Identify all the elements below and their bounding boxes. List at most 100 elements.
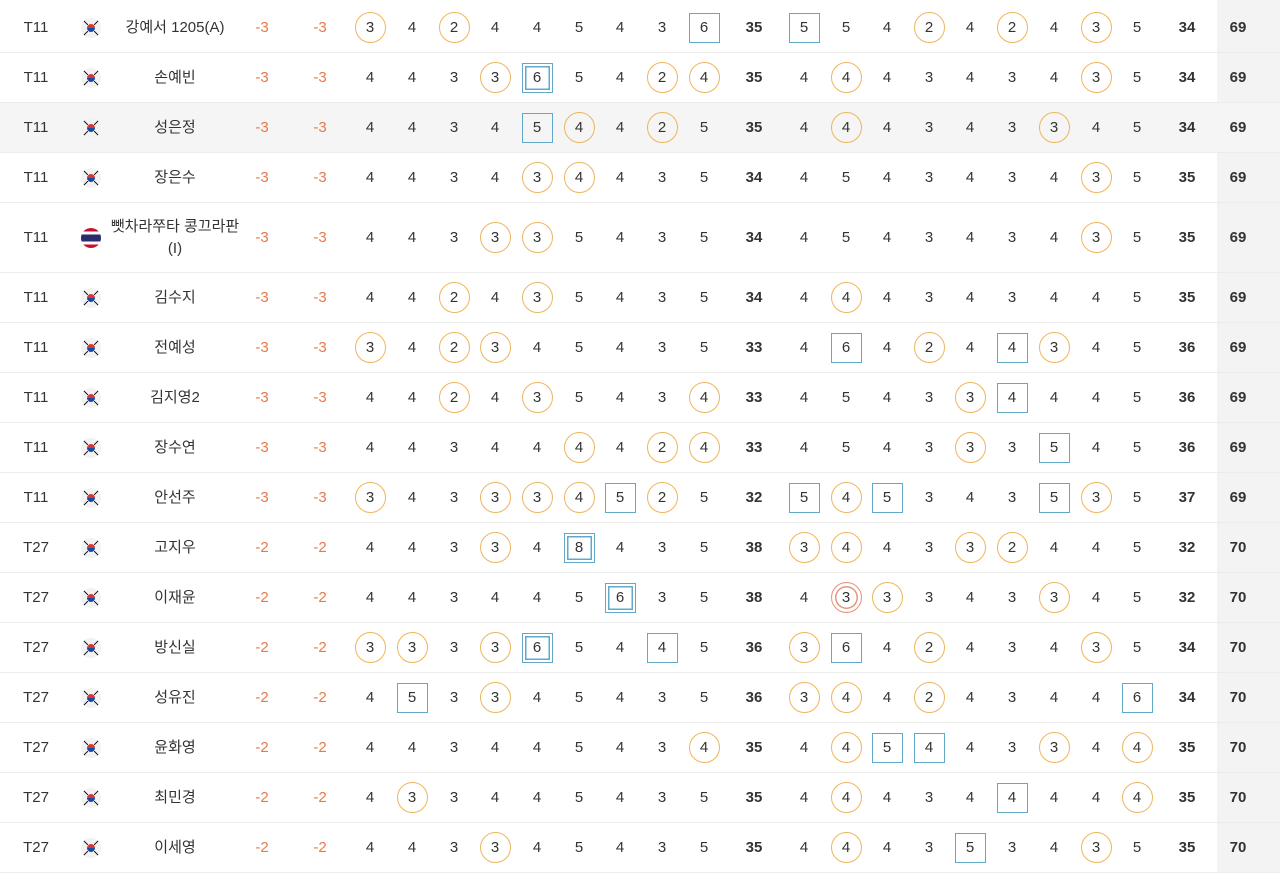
hole-score: 5 [1132, 389, 1142, 406]
player-name[interactable]: 최민경 [154, 788, 196, 806]
player-row[interactable]: T27 방신실 -2 -2 3 3 3 3 6 5 4 4 5 36 3 6 4 2 4 3 4 3 5 34 70 [0, 623, 1280, 673]
player-row[interactable]: T27 이세영 -2 -2 4 4 3 3 4 5 4 3 5 35 4 4 4 3 5 3 4 3 5 35 70 [0, 823, 1280, 873]
hole-6-cell: 5 [558, 773, 600, 822]
hole-score: 3 [1049, 589, 1059, 606]
player-row[interactable]: T11 김지영2 -3 -3 4 4 2 4 3 5 4 3 4 33 4 5 4 3 3 4 4 4 5 36 69 [0, 373, 1280, 423]
hole-score: 5 [574, 789, 584, 806]
player-row[interactable]: T11 김수지 -3 -3 4 4 2 4 3 5 4 3 5 34 4 4 4 3 4 3 4 4 5 35 69 [0, 273, 1280, 323]
bogey-marker: 6 [688, 12, 720, 43]
score-marker: 4 [356, 784, 384, 812]
hole-16-cell: 4 [1033, 623, 1075, 672]
birdie-marker: 3 [1080, 62, 1112, 93]
player-name[interactable]: 이재윤 [154, 588, 196, 606]
player-name[interactable]: 손예빈 [154, 68, 196, 86]
player-name-cell: 김수지 [110, 273, 240, 322]
in-total-cell: 32 [1165, 573, 1209, 622]
hole-2-cell: 4 [391, 3, 433, 52]
score-marker: 5 [690, 784, 718, 812]
birdie-marker: 2 [913, 632, 945, 663]
korea-flag-icon [81, 437, 101, 458]
round-total: 69 [1229, 229, 1247, 246]
player-name[interactable]: 뺏차라쭈타 콩끄라판(I) [110, 217, 240, 257]
total-to-par-cell: -3 [241, 323, 283, 372]
player-name[interactable]: 윤화영 [154, 738, 196, 756]
player-row[interactable]: T11 성은정 -3 -3 4 4 3 4 5 4 4 2 5 35 4 4 4 3 4 3 3 4 5 34 69 [0, 103, 1280, 153]
player-row[interactable]: T11 전예성 -3 -3 3 4 2 3 4 5 4 3 5 33 4 6 4 2 4 4 3 4 5 36 69 [0, 323, 1280, 373]
score-marker: 4 [356, 684, 384, 712]
hole-18-cell: 5 [1116, 103, 1158, 152]
in-total-cell: 32 [1165, 523, 1209, 572]
hole-14-cell: 4 [949, 273, 991, 322]
player-name[interactable]: 이세영 [154, 838, 196, 856]
hole-7-cell: 6 [599, 573, 641, 622]
player-row[interactable]: T11 장은수 -3 -3 4 4 3 4 3 4 4 3 5 34 4 5 4 3 4 3 4 3 5 35 69 [0, 153, 1280, 203]
hole-17-cell: 4 [1075, 573, 1117, 622]
round-total: 69 [1229, 389, 1247, 406]
player-name[interactable]: 전예성 [154, 338, 196, 356]
player-name[interactable]: 고지우 [154, 538, 196, 556]
flag-cell [76, 323, 106, 372]
hole-score: 3 [1007, 289, 1017, 306]
score-marker: 4 [523, 14, 551, 42]
player-name[interactable]: 장수연 [154, 438, 196, 456]
player-row[interactable]: T27 윤화영 -2 -2 4 4 3 4 4 5 4 3 4 35 4 4 5 4 4 3 3 4 4 35 70 [0, 723, 1280, 773]
player-row[interactable]: T11 강예서 1205(A) -3 -3 3 4 2 4 4 5 4 3 6 35 5 5 4 2 4 2 4 3 5 34… [0, 3, 1280, 53]
hole-score: 6 [532, 639, 542, 656]
hole-score: 4 [882, 339, 892, 356]
out-total: 35 [745, 119, 763, 136]
player-row[interactable]: T27 이재윤 -2 -2 4 4 3 4 4 5 6 3 5 38 4 3 3 3 4 3 3 4 5 32 70 [0, 573, 1280, 623]
score-marker: 4 [1082, 384, 1110, 412]
score-marker: 3 [440, 64, 468, 92]
player-name[interactable]: 성유진 [154, 688, 196, 706]
player-name[interactable]: 장은수 [154, 168, 196, 186]
hole-score: 5 [574, 839, 584, 856]
today-to-par: -2 [313, 539, 327, 556]
hole-10-cell: 4 [783, 153, 825, 202]
score-marker: 3 [915, 164, 943, 192]
player-row[interactable]: T11 장수연 -3 -3 4 4 3 4 4 4 4 2 4 33 4 5 4 3 3 3 5 4 5 36 69 [0, 423, 1280, 473]
player-row[interactable]: T27 최민경 -2 -2 4 3 3 4 4 5 4 3 5 35 4 4 4 3 4 4 4 4 4 35 70 [0, 773, 1280, 823]
hole-score: 2 [657, 439, 667, 456]
hole-score: 3 [407, 789, 417, 806]
hole-score: 5 [1132, 839, 1142, 856]
score-marker: 5 [1123, 634, 1151, 662]
hole-score: 3 [965, 539, 975, 556]
birdie-marker: 2 [646, 112, 678, 143]
hole-12-cell: 4 [866, 53, 908, 102]
player-name[interactable]: 김수지 [154, 288, 196, 306]
player-row[interactable]: T27 고지우 -2 -2 4 4 3 3 4 8 4 3 5 38 3 4 4 3 3 2 4 4 5 32 70 [0, 523, 1280, 573]
player-name[interactable]: 김지영2 [150, 388, 200, 406]
score-marker: 4 [606, 114, 634, 142]
hole-score: 3 [1091, 229, 1101, 246]
player-name-cell: 장수연 [110, 423, 240, 472]
hole-score: 5 [699, 229, 709, 246]
score-marker: 4 [1040, 634, 1068, 662]
hole-2-cell: 4 [391, 523, 433, 572]
player-row[interactable]: T11 안선주 -3 -3 3 4 3 3 3 4 5 2 5 32 5 4 5 3 4 3 5 3 5 37 69 [0, 473, 1280, 523]
score-marker: 5 [1123, 64, 1151, 92]
player-name[interactable]: 강예서 1205(A) [125, 18, 225, 36]
hole-score: 4 [490, 389, 500, 406]
today-to-par-cell: -3 [299, 273, 341, 322]
birdie-marker: 2 [913, 12, 945, 43]
score-marker: 4 [956, 284, 984, 312]
player-name[interactable]: 안선주 [154, 488, 196, 506]
hole-15-cell: 3 [991, 823, 1033, 872]
score-marker: 4 [790, 224, 818, 252]
player-name[interactable]: 방신실 [154, 638, 196, 656]
hole-score: 4 [615, 229, 625, 246]
player-row[interactable]: T11 손예빈 -3 -3 4 4 3 3 6 5 4 2 4 35 4 4 4 3 4 3 4 3 5 34 69 [0, 53, 1280, 103]
hole-17-cell: 3 [1075, 823, 1117, 872]
player-row[interactable]: T11 뺏차라쭈타 콩끄라판(I) -3 -3 4 4 3 3 3 5 4 3 5 34 4 5 4 3 4 3 4 3 5… [0, 203, 1280, 273]
player-row[interactable]: T27 성유진 -2 -2 4 5 3 3 4 5 4 3 5 36 3 4 4 2 4 3 4 4 6 34 70 [0, 673, 1280, 723]
score-marker: 3 [648, 384, 676, 412]
hole-7-cell: 4 [599, 623, 641, 672]
birdie-marker: 3 [521, 222, 553, 253]
hole-score: 4 [407, 289, 417, 306]
player-name-cell: 강예서 1205(A) [110, 3, 240, 52]
today-to-par-cell: -3 [299, 323, 341, 372]
hole-2-cell: 4 [391, 373, 433, 422]
out-total: 38 [745, 589, 763, 606]
player-name[interactable]: 성은정 [154, 118, 196, 136]
birdie-marker: 4 [563, 162, 595, 193]
